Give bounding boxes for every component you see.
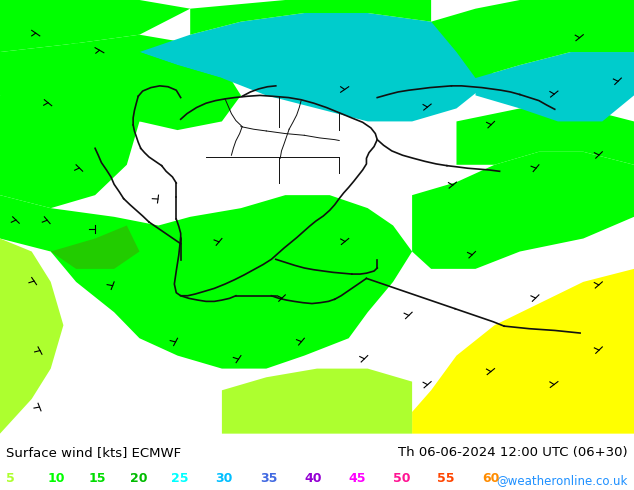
Text: 55: 55 xyxy=(437,472,455,486)
Polygon shape xyxy=(0,35,241,130)
Text: 40: 40 xyxy=(304,472,322,486)
Text: 45: 45 xyxy=(349,472,366,486)
Text: Th 06-06-2024 12:00 UTC (06+30): Th 06-06-2024 12:00 UTC (06+30) xyxy=(398,446,628,459)
Polygon shape xyxy=(0,78,139,208)
Polygon shape xyxy=(222,368,412,434)
Polygon shape xyxy=(0,0,190,52)
Polygon shape xyxy=(456,108,634,165)
Text: @weatheronline.co.uk: @weatheronline.co.uk xyxy=(496,474,628,487)
Text: Surface wind [kts] ECMWF: Surface wind [kts] ECMWF xyxy=(6,446,181,459)
Text: 15: 15 xyxy=(89,472,107,486)
Text: 10: 10 xyxy=(48,472,65,486)
Text: 35: 35 xyxy=(260,472,277,486)
Text: 20: 20 xyxy=(130,472,148,486)
Polygon shape xyxy=(476,52,634,122)
Polygon shape xyxy=(51,225,139,269)
Text: 5: 5 xyxy=(6,472,15,486)
Text: 60: 60 xyxy=(482,472,499,486)
Text: 30: 30 xyxy=(216,472,233,486)
Polygon shape xyxy=(412,269,634,434)
Polygon shape xyxy=(139,13,495,122)
Polygon shape xyxy=(431,0,634,78)
Polygon shape xyxy=(0,195,412,368)
Text: 50: 50 xyxy=(393,472,411,486)
Text: 25: 25 xyxy=(171,472,189,486)
Polygon shape xyxy=(412,152,634,269)
Polygon shape xyxy=(0,239,63,434)
Polygon shape xyxy=(0,44,241,122)
Polygon shape xyxy=(190,0,431,35)
